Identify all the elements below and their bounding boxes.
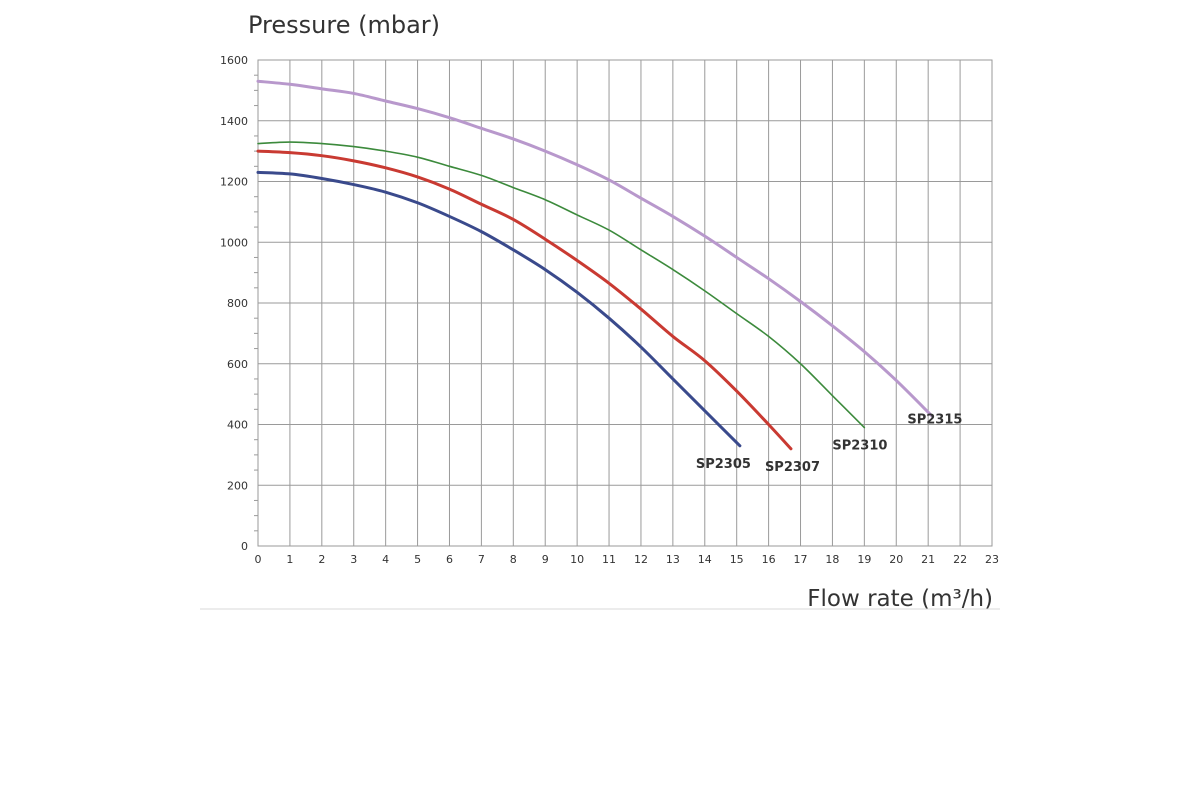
x-tick-label: 23 xyxy=(985,553,999,566)
x-tick-label: 6 xyxy=(446,553,453,566)
x-tick-label: 1 xyxy=(286,553,293,566)
series-line-sp2305 xyxy=(256,170,742,448)
x-tick-label: 22 xyxy=(953,553,967,566)
x-tick-label: 11 xyxy=(602,553,616,566)
series-line-sp2310 xyxy=(257,141,866,429)
x-tick-label: 21 xyxy=(921,553,935,566)
x-tick-label: 17 xyxy=(794,553,808,566)
y-tick-label: 0 xyxy=(241,540,248,553)
series-label-sp2305: SP2305 xyxy=(696,457,751,472)
grid xyxy=(257,59,993,547)
y-tick-label: 1000 xyxy=(220,236,248,249)
x-tick-label: 0 xyxy=(255,553,262,566)
y-tick-label: 200 xyxy=(227,479,248,492)
x-tick-label: 3 xyxy=(350,553,357,566)
y-tick-label: 1600 xyxy=(220,54,248,67)
series-lines xyxy=(256,79,933,451)
x-tick-label: 9 xyxy=(542,553,549,566)
x-tick-label: 10 xyxy=(570,553,584,566)
x-tick-label: 13 xyxy=(666,553,680,566)
series-label-sp2315: SP2315 xyxy=(907,412,962,427)
y-tick-label: 800 xyxy=(227,297,248,310)
series-line-sp2307 xyxy=(256,149,793,451)
x-tick-label: 8 xyxy=(510,553,517,566)
y-tick-label: 600 xyxy=(227,358,248,371)
x-tick-label: 14 xyxy=(698,553,712,566)
x-tick-label: 18 xyxy=(825,553,839,566)
y-tick-label: 1400 xyxy=(220,115,248,128)
y-tick-label: 400 xyxy=(227,419,248,432)
x-tick-label: 7 xyxy=(478,553,485,566)
x-tick-label: 19 xyxy=(857,553,871,566)
x-tick-label: 15 xyxy=(730,553,744,566)
y-tick-label: 1200 xyxy=(220,176,248,189)
axis-ticks: 0 1 2 3 4 5 6 7 8 9 10 11 12 13 14 15 16 17 18 19 20 21 22 2302… xyxy=(220,54,999,566)
series-labels: SP2305 SP2307 SP2310 SP2315 xyxy=(696,412,963,474)
x-tick-label: 2 xyxy=(318,553,325,566)
x-tick-label: 5 xyxy=(414,553,421,566)
x-tick-label: 16 xyxy=(762,553,776,566)
series-label-sp2310: SP2310 xyxy=(832,439,887,454)
series-line-sp2315 xyxy=(256,79,933,417)
x-tick-label: 12 xyxy=(634,553,648,566)
x-tick-label: 20 xyxy=(889,553,903,566)
x-axis-title: Flow rate (m³/h) xyxy=(807,586,993,612)
series-label-sp2307: SP2307 xyxy=(765,460,820,475)
y-axis-title: Pressure (mbar) xyxy=(248,11,440,39)
x-tick-label: 4 xyxy=(382,553,389,566)
